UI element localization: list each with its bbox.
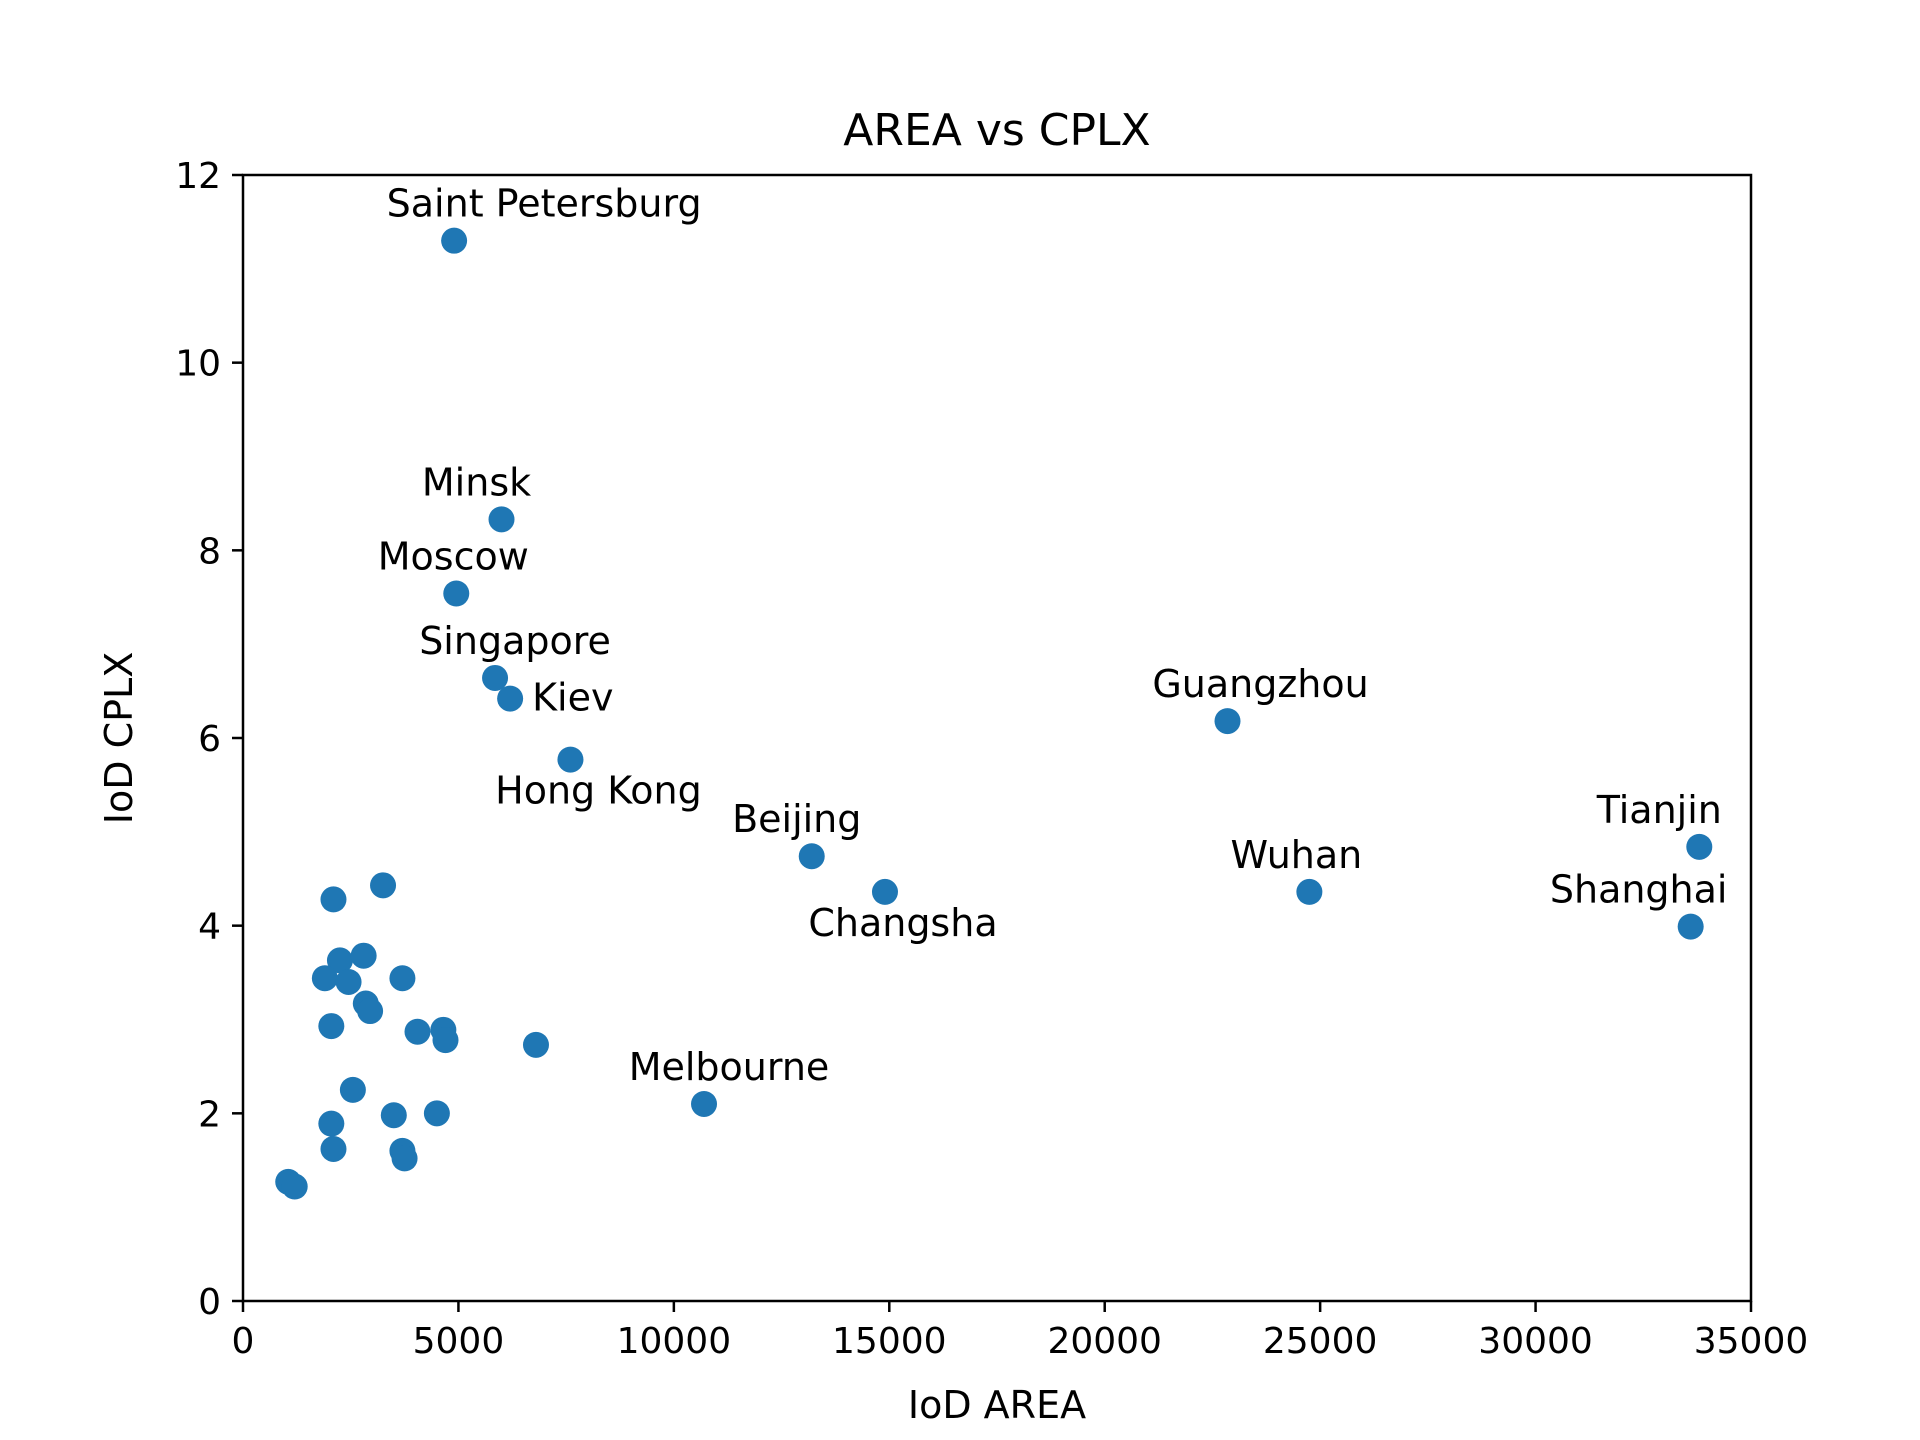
point-label: Saint Petersburg bbox=[387, 182, 702, 226]
data-point bbox=[1296, 878, 1323, 905]
data-point bbox=[432, 1027, 459, 1054]
x-tick-label: 30000 bbox=[1478, 1321, 1593, 1362]
data-point bbox=[482, 664, 509, 691]
point-label: Changsha bbox=[808, 901, 997, 945]
point-label: Hong Kong bbox=[495, 769, 702, 813]
data-point bbox=[423, 1100, 450, 1127]
x-tick-label: 0 bbox=[232, 1321, 255, 1362]
point-label: Wuhan bbox=[1230, 833, 1362, 877]
x-tick-label: 15000 bbox=[832, 1321, 947, 1362]
data-point bbox=[871, 878, 898, 905]
data-point bbox=[1686, 833, 1713, 860]
data-point bbox=[391, 1145, 418, 1172]
data-point bbox=[441, 227, 468, 254]
data-point bbox=[798, 843, 825, 870]
data-point bbox=[318, 1110, 345, 1137]
data-point bbox=[335, 968, 362, 995]
data-point bbox=[691, 1090, 718, 1117]
y-tick-label: 0 bbox=[198, 1282, 221, 1323]
data-point bbox=[318, 1013, 345, 1040]
x-tick-label: 10000 bbox=[617, 1321, 732, 1362]
data-point bbox=[443, 580, 470, 607]
point-labels: Saint Petersburg Minsk Moscow Singapore Kiev… bbox=[378, 182, 1728, 1089]
y-axis-ticks: 0 2 4 6 8 10 12 bbox=[175, 156, 243, 1323]
point-label: Tianjin bbox=[1596, 788, 1722, 832]
data-point bbox=[497, 685, 524, 712]
x-tick-label: 35000 bbox=[1694, 1321, 1809, 1362]
data-points bbox=[275, 227, 1713, 1200]
data-point bbox=[488, 506, 515, 533]
data-point bbox=[389, 965, 416, 992]
point-label: Singapore bbox=[419, 619, 611, 663]
data-point bbox=[522, 1031, 549, 1058]
x-tick-label: 5000 bbox=[413, 1321, 505, 1362]
data-point bbox=[339, 1076, 366, 1103]
x-axis-label: IoD AREA bbox=[908, 1383, 1086, 1427]
data-point bbox=[404, 1018, 431, 1045]
data-point bbox=[557, 746, 584, 773]
y-tick-label: 4 bbox=[198, 907, 221, 948]
data-point bbox=[1214, 708, 1241, 735]
point-label: Beijing bbox=[732, 797, 861, 841]
point-label: Melbourne bbox=[629, 1045, 830, 1089]
y-tick-label: 8 bbox=[198, 531, 221, 572]
point-label: Guangzhou bbox=[1152, 662, 1368, 706]
x-tick-label: 20000 bbox=[1047, 1321, 1162, 1362]
chart-title: AREA vs CPLX bbox=[843, 105, 1150, 156]
data-point bbox=[380, 1102, 407, 1129]
data-point bbox=[281, 1173, 308, 1200]
data-point bbox=[370, 872, 397, 899]
data-point bbox=[1677, 913, 1704, 940]
x-tick-label: 25000 bbox=[1263, 1321, 1378, 1362]
data-point bbox=[320, 886, 347, 913]
point-label: Moscow bbox=[378, 534, 529, 578]
data-point bbox=[311, 965, 338, 992]
point-label: Minsk bbox=[422, 460, 531, 504]
data-point bbox=[326, 947, 353, 974]
data-point bbox=[350, 942, 377, 969]
point-label: Kiev bbox=[532, 676, 613, 720]
point-label: Shanghai bbox=[1550, 868, 1728, 912]
data-point bbox=[357, 998, 384, 1025]
y-tick-label: 6 bbox=[198, 719, 221, 760]
data-point bbox=[320, 1135, 347, 1162]
y-axis-label: IoD CPLX bbox=[97, 652, 141, 824]
y-tick-label: 10 bbox=[175, 344, 221, 385]
y-tick-label: 2 bbox=[198, 1094, 221, 1135]
x-axis-ticks: 0 5000 10000 15000 20000 25000 30000 35000 bbox=[232, 1301, 1809, 1362]
y-tick-label: 12 bbox=[175, 156, 221, 197]
